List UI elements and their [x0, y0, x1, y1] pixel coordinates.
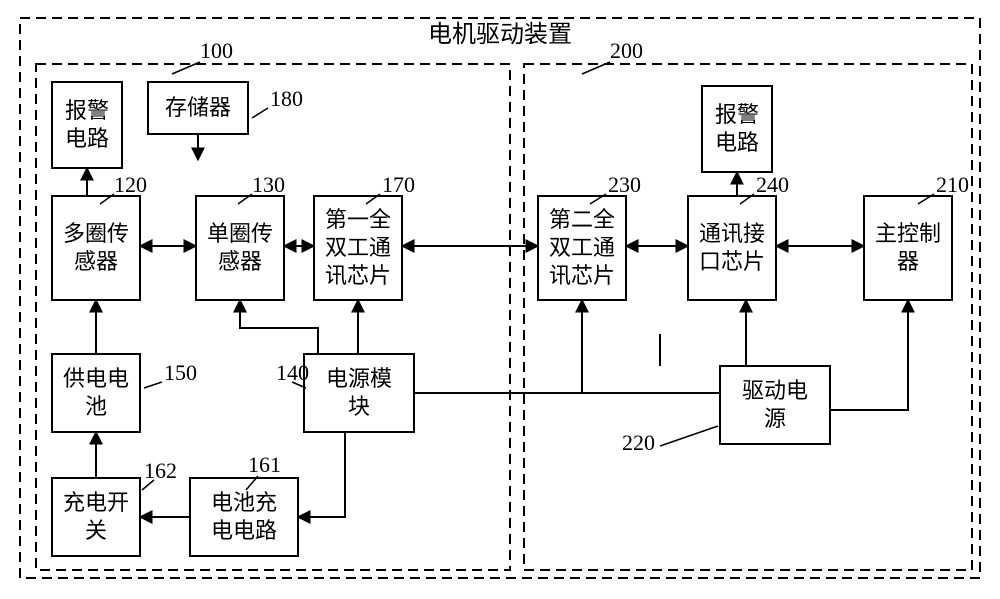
box-alarm1 — [52, 82, 122, 168]
box-chip2-line2: 讯芯片 — [549, 263, 615, 288]
box-chcirc-line0: 电池充 — [211, 490, 277, 515]
box-alarm2-line0: 报警 — [715, 102, 759, 127]
numlabel-leader-150 — [144, 382, 162, 388]
box-multi — [52, 196, 140, 300]
box-pbat-line0: 供电电 — [63, 366, 129, 391]
box-alarm1-line0: 报警 — [65, 98, 109, 123]
box-chip2-line0: 第二全 — [549, 207, 615, 232]
box-single-line0: 单圈传 — [207, 221, 273, 246]
box-single-line1: 感器 — [218, 249, 262, 274]
box-alarm2 — [702, 86, 772, 172]
box-alarm1-line1: 电路 — [65, 126, 109, 151]
box-drvpwr-line1: 源 — [764, 406, 786, 431]
zone-left-num: 100 — [200, 38, 233, 63]
box-mainctl-line1: 器 — [897, 249, 919, 274]
numlabel-161: 161 — [248, 452, 281, 477]
box-psrc-line0: 电源模 — [326, 366, 392, 391]
box-chsw-line0: 充电开 — [63, 490, 129, 515]
edge — [830, 300, 908, 410]
numlabel-210: 210 — [936, 172, 969, 197]
box-psrc-line1: 块 — [348, 394, 370, 419]
numlabel-162: 162 — [144, 458, 177, 483]
box-chcirc-line1: 电电路 — [211, 518, 277, 543]
edge — [240, 300, 318, 354]
numlabel-150: 150 — [164, 360, 197, 385]
numlabel-170: 170 — [382, 172, 415, 197]
numlabel-220: 220 — [622, 430, 655, 455]
box-pbat-line1: 池 — [85, 394, 107, 419]
box-multi-line1: 感器 — [74, 249, 118, 274]
box-mainctl — [864, 196, 952, 300]
numlabel-leader-220 — [660, 426, 718, 446]
box-chip1-line1: 双工通 — [325, 235, 391, 260]
box-drvpwr-line0: 驱动电 — [742, 378, 808, 403]
box-multi-line0: 多圈传 — [63, 221, 129, 246]
box-chsw-line1: 关 — [85, 518, 107, 543]
box-storage-line0: 存储器 — [165, 95, 231, 120]
diagram-canvas: 电机驱动装置 报警电路 存储器多圈传感器 单圈传感器 第一全双工通讯芯片 第二全双工通讯… — [0, 0, 1000, 599]
box-commif — [688, 196, 776, 300]
numlabel-leader-180 — [252, 108, 268, 118]
box-chip1-line2: 讯芯片 — [325, 263, 391, 288]
box-single — [196, 196, 284, 300]
numlabel-240: 240 — [756, 172, 789, 197]
numlabel-120: 120 — [114, 172, 147, 197]
box-commif-line1: 口芯片 — [699, 249, 765, 274]
box-chip1-line0: 第一全 — [325, 207, 391, 232]
numlabel-230: 230 — [608, 172, 641, 197]
box-commif-line0: 通讯接 — [699, 221, 765, 246]
numlabel-180: 180 — [270, 86, 303, 111]
box-alarm2-line1: 电路 — [715, 130, 759, 155]
edge — [298, 432, 345, 517]
zone-right-num: 200 — [610, 38, 643, 63]
diagram-title: 电机驱动装置 — [428, 21, 572, 48]
box-mainctl-line0: 主控制 — [875, 221, 941, 246]
box-chip2-line1: 双工通 — [549, 235, 615, 260]
boxes-layer: 报警电路 存储器多圈传感器 单圈传感器 第一全双工通讯芯片 第二全双工通讯芯片 通讯接口芯… — [52, 82, 952, 556]
numlabel-130: 130 — [252, 172, 285, 197]
numlabel-140: 140 — [276, 360, 309, 385]
